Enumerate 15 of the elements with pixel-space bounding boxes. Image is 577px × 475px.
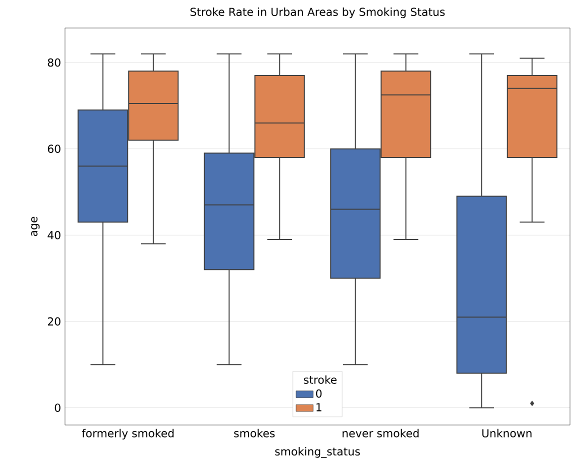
legend-label: 1 (316, 403, 322, 412)
x-tick-label: never smoked (342, 428, 419, 438)
y-tick-label: 20 (48, 317, 60, 326)
y-axis-title: age (31, 216, 40, 236)
y-tick-label: 60 (48, 144, 60, 153)
legend-title: stroke (304, 375, 337, 384)
x-tick-label: Unknown (482, 428, 532, 438)
legend-label: 0 (316, 389, 322, 398)
y-tick-label: 80 (48, 58, 60, 67)
x-axis-title: smoking_status (275, 447, 360, 458)
x-tick-label: formerly smoked (82, 428, 174, 440)
chart-title: Stroke Rate in Urban Areas by Smoking Status (190, 7, 445, 18)
y-tick-label: 40 (48, 230, 60, 240)
y-tick-label: 0 (54, 404, 60, 412)
x-tick-label: smokes (234, 428, 275, 438)
